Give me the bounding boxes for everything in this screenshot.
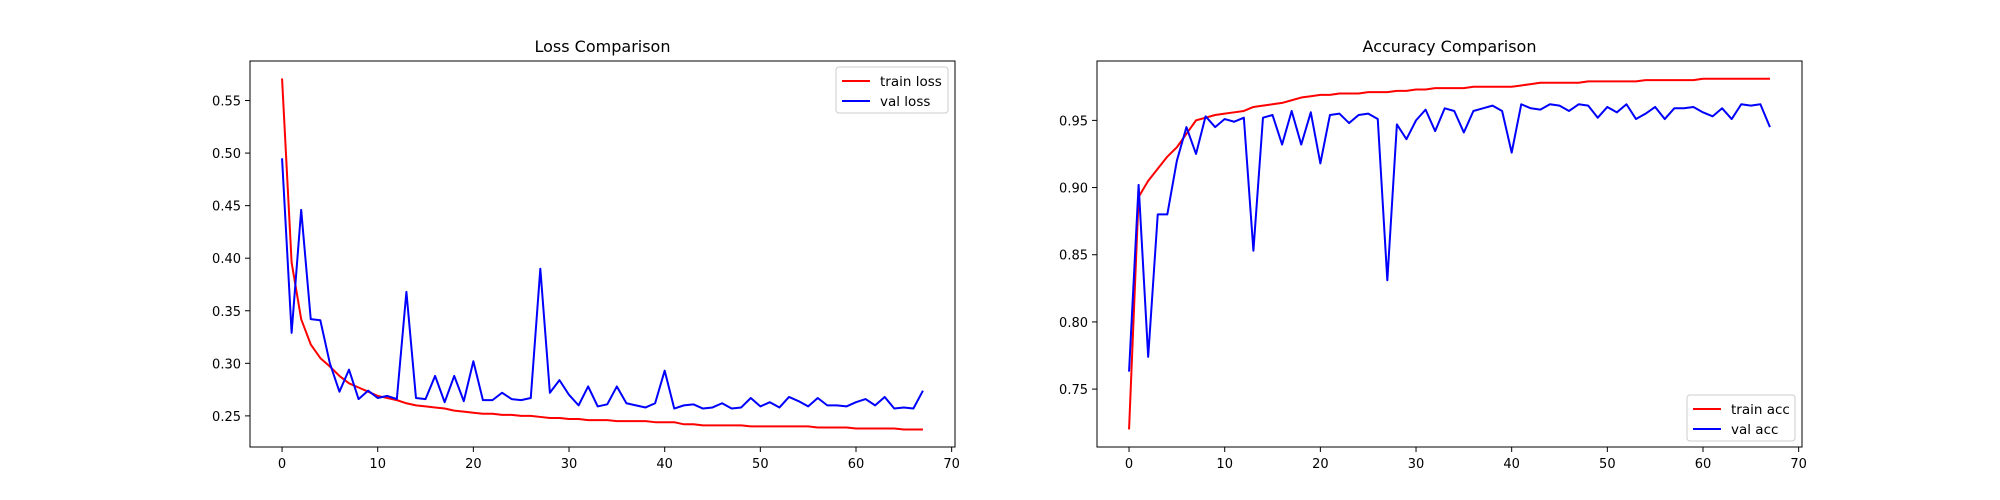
accuracy-x-tick-label: 70 [1790, 457, 1807, 472]
loss-y-tick-label: 0.40 [212, 252, 241, 267]
loss-y-tick-label: 0.35 [212, 305, 241, 320]
loss-x-tick-label: 30 [561, 457, 578, 472]
loss-y-tick-label: 0.30 [212, 357, 241, 372]
accuracy-y-tick-label: 0.75 [1059, 383, 1088, 398]
accuracy-x-tick-label: 10 [1216, 457, 1233, 472]
accuracy-chart-title: Accuracy Comparison [1363, 37, 1537, 56]
loss-series-val-loss [281, 158, 924, 410]
accuracy-x-tick-label: 0 [1125, 457, 1133, 472]
loss-legend-label: val loss [880, 94, 930, 110]
accuracy-legend-label: train acc [1731, 402, 1790, 418]
accuracy-x-tick-label: 60 [1695, 457, 1712, 472]
accuracy-axes-frame [1096, 60, 1803, 448]
loss-chart-title: Loss Comparison [535, 37, 671, 56]
accuracy-series-train-acc [1128, 77, 1770, 430]
loss-y-tick-label: 0.25 [212, 410, 241, 425]
accuracy-y-tick-label: 0.80 [1059, 316, 1088, 331]
accuracy-legend: train acc val acc [1686, 394, 1796, 442]
accuracy-x-tick-label: 20 [1312, 457, 1329, 472]
loss-y-tick-label: 0.55 [212, 95, 241, 110]
loss-x-tick-label: 60 [848, 457, 865, 472]
loss-series-train-loss [281, 78, 923, 431]
accuracy-y-tick-label: 0.85 [1059, 249, 1088, 264]
accuracy-y-tick-label: 0.95 [1059, 114, 1088, 129]
loss-x-tick-label: 10 [369, 457, 386, 472]
loss-legend-label: train loss [880, 74, 942, 90]
loss-y-tick-label: 0.45 [212, 200, 241, 215]
loss-x-tick-label: 0 [278, 457, 286, 472]
accuracy-legend-label: val acc [1731, 422, 1778, 438]
loss-x-tick-label: 20 [465, 457, 482, 472]
accuracy-x-tick-label: 30 [1408, 457, 1425, 472]
loss-legend: train loss val loss [835, 66, 949, 114]
loss-x-tick-label: 70 [943, 457, 960, 472]
loss-x-tick-label: 50 [752, 457, 769, 472]
loss-y-tick-label: 0.50 [212, 147, 241, 162]
loss-axes-frame [249, 60, 956, 448]
accuracy-x-tick-label: 50 [1599, 457, 1616, 472]
accuracy-y-tick-label: 0.90 [1059, 182, 1088, 197]
accuracy-chart: Accuracy Comparison 0 10 20 30 40 50 60 70 0.75 0.… [1059, 37, 1807, 472]
accuracy-series-val-acc [1128, 103, 1771, 372]
accuracy-x-tick-label: 40 [1503, 457, 1520, 472]
loss-x-tick-label: 40 [656, 457, 673, 472]
loss-chart: Loss Comparison 0 10 20 30 40 50 60 70 0.25 0.30 0.… [212, 37, 960, 472]
